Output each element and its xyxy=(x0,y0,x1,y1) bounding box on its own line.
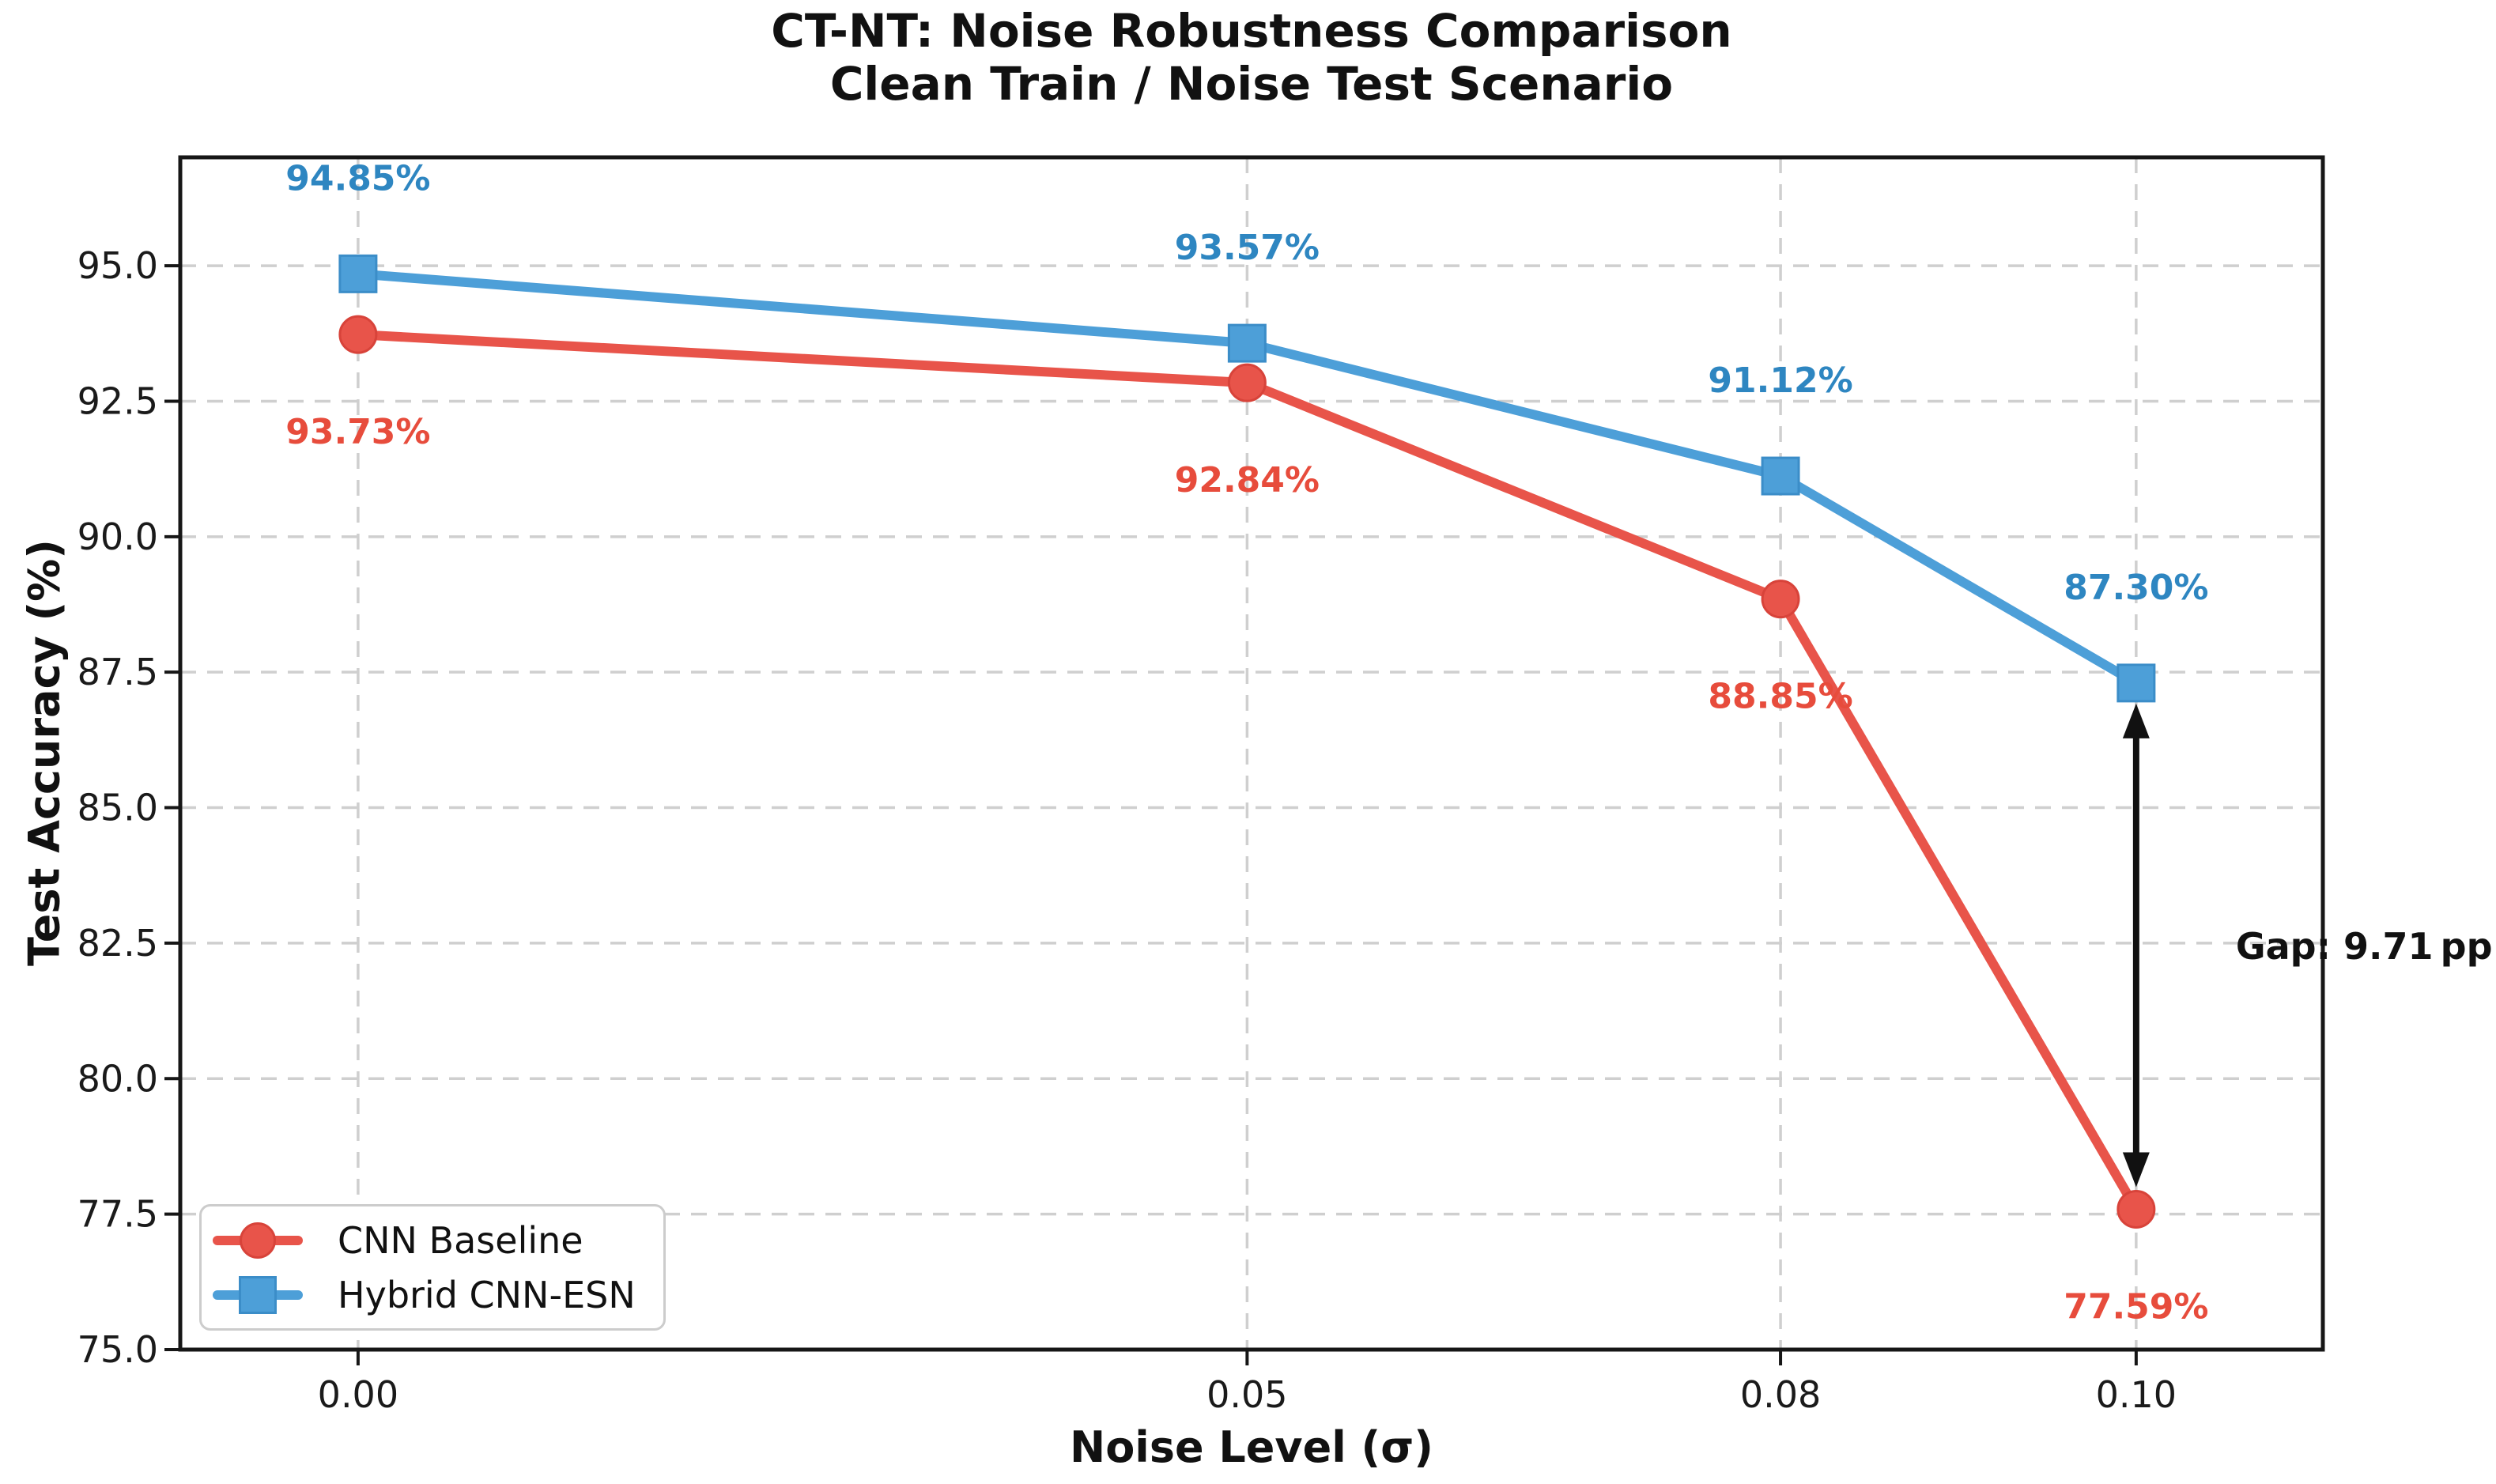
x-tick-label: 0.00 xyxy=(318,1373,398,1416)
y-axis-label: Test Accuracy (%) xyxy=(19,539,70,966)
y-tick-label: 82.5 xyxy=(77,922,158,965)
data-point-circle xyxy=(338,315,378,354)
data-point-label: 93.57% xyxy=(1175,228,1320,268)
y-tick-label: 85.0 xyxy=(77,787,158,829)
data-point-square xyxy=(2117,663,2156,703)
gap-annotation-text: Gap: 9.71 pp xyxy=(2235,924,2493,968)
x-tick-label: 0.08 xyxy=(1740,1373,1821,1416)
data-point-label: 87.30% xyxy=(2064,568,2208,608)
y-tick-label: 77.5 xyxy=(77,1193,158,1236)
x-tick-label: 0.05 xyxy=(1206,1373,1287,1416)
chart-title: CT-NT: Noise Robustness Comparison xyxy=(771,4,1732,58)
data-point-circle xyxy=(2117,1189,2156,1229)
y-tick-label: 75.0 xyxy=(77,1328,158,1371)
data-point-square xyxy=(1227,323,1267,363)
y-tick-label: 87.5 xyxy=(77,651,158,693)
legend-circle-icon xyxy=(240,1222,276,1259)
data-point-label: 88.85% xyxy=(1708,677,1852,717)
chart-title-block: CT-NT: Noise Robustness Comparison Clean… xyxy=(180,4,2323,111)
data-point-circle xyxy=(1761,580,1800,619)
legend-label-cnn-baseline: CNN Baseline xyxy=(338,1218,583,1262)
gap-arrow-head-up-icon xyxy=(2122,703,2150,738)
legend-square-icon xyxy=(239,1275,277,1314)
gap-arrow-head-down-icon xyxy=(2122,1152,2150,1188)
y-tick-label: 90.0 xyxy=(77,515,158,558)
data-point-label: 93.73% xyxy=(285,412,430,452)
series-line xyxy=(353,269,2141,688)
legend: CNN Baseline Hybrid CNN-ESN xyxy=(199,1204,666,1331)
y-tick-label: 80.0 xyxy=(77,1057,158,1100)
data-point-label: 77.59% xyxy=(2064,1286,2208,1327)
chart-subtitle: Clean Train / Noise Test Scenario xyxy=(829,57,1674,111)
y-tick-label: 92.5 xyxy=(77,379,158,422)
data-point-circle xyxy=(1227,363,1267,402)
y-tick-label: 95.0 xyxy=(77,244,158,287)
data-point-square xyxy=(1761,456,1800,496)
plot-frame xyxy=(178,155,2325,1352)
data-point-label: 92.84% xyxy=(1175,460,1320,500)
legend-item-hybrid-cnn-esn: Hybrid CNN-ESN xyxy=(213,1270,663,1320)
legend-item-cnn-baseline: CNN Baseline xyxy=(213,1215,663,1266)
legend-square-marker-icon xyxy=(213,1273,303,1317)
x-axis-label: Noise Level (σ) xyxy=(1070,1422,1433,1472)
data-point-label: 94.85% xyxy=(285,158,430,198)
data-point-square xyxy=(338,254,378,293)
x-tick-label: 0.10 xyxy=(2096,1373,2177,1416)
legend-circle-marker-icon xyxy=(213,1218,303,1263)
series-line xyxy=(353,330,2141,1214)
data-point-label: 91.12% xyxy=(1708,361,1852,401)
legend-label-hybrid-cnn-esn: Hybrid CNN-ESN xyxy=(338,1273,636,1316)
